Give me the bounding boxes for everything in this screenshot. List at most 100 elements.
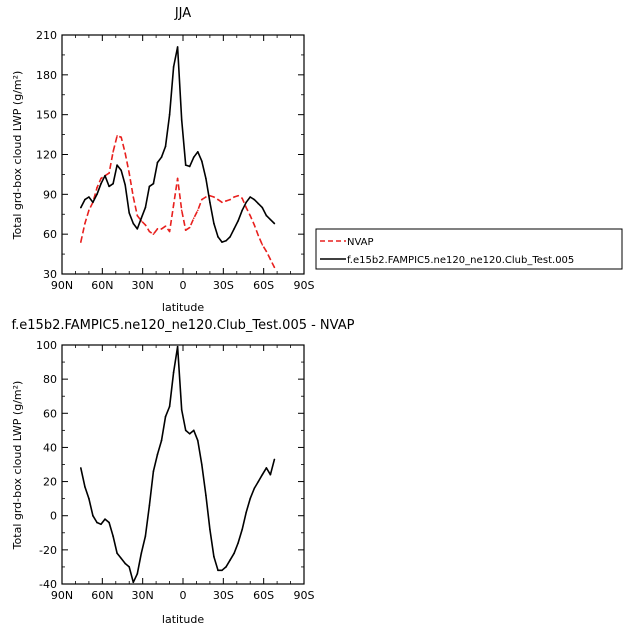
data-point xyxy=(241,528,243,531)
x-tick-label: 30N xyxy=(132,589,154,602)
legend: NVAP f.e15b2.FAMPIC5.ne120_ne120.Club_Te… xyxy=(315,228,623,270)
data-point xyxy=(192,156,195,158)
data-point xyxy=(273,458,276,461)
x-tick-label: 90S xyxy=(294,279,315,292)
data-point xyxy=(168,113,171,116)
data-point xyxy=(213,196,215,198)
data-point xyxy=(192,429,195,432)
data-point xyxy=(257,202,260,205)
data-point xyxy=(172,66,175,68)
data-point xyxy=(176,177,179,180)
data-point xyxy=(201,463,203,466)
data-point xyxy=(184,164,187,166)
data-point xyxy=(273,266,276,269)
data-point xyxy=(205,494,207,497)
series-line-f-e15b2-fampic5-ne120-ne120-club-test-005 xyxy=(80,46,275,243)
data-point xyxy=(116,164,118,166)
series-line-nvap xyxy=(80,135,276,268)
data-point xyxy=(233,196,235,198)
y-tick-label: -40 xyxy=(39,578,57,591)
data-point xyxy=(160,228,163,230)
data-point xyxy=(116,552,118,555)
data-point xyxy=(221,201,223,204)
y-tick-label: 120 xyxy=(36,149,57,162)
data-point xyxy=(209,201,211,204)
data-point xyxy=(245,511,247,514)
data-point xyxy=(108,521,110,524)
data-point xyxy=(104,174,106,177)
data-point xyxy=(217,236,219,238)
data-point xyxy=(132,222,135,225)
data-point xyxy=(84,198,86,201)
data-point xyxy=(233,228,235,230)
data-point xyxy=(205,177,207,180)
plot-frame xyxy=(61,34,305,275)
data-point xyxy=(265,467,268,469)
data-point xyxy=(140,217,143,220)
data-point xyxy=(100,523,102,526)
data-point xyxy=(221,569,223,572)
data-point xyxy=(225,566,227,568)
y-axis-label-bottom: Total grd-box cloud LWP (g/m²) xyxy=(11,381,24,551)
data-point xyxy=(164,225,167,227)
y-tick-label: 180 xyxy=(36,69,57,82)
data-point xyxy=(237,542,239,544)
data-point xyxy=(168,230,171,233)
data-point xyxy=(180,409,183,411)
x-tick-label: 60S xyxy=(253,279,274,292)
data-point xyxy=(132,196,135,198)
data-point xyxy=(180,209,183,212)
x-tick-label: 90N xyxy=(51,279,73,292)
y-tick-label: 80 xyxy=(43,373,57,386)
data-point xyxy=(257,480,260,483)
plot-bottom: 90N 60N 30N 0 30S 60S 90S -40 -20 0 20 40 60 80 100 xyxy=(36,339,315,602)
y-tick-label: 60 xyxy=(43,407,57,420)
data-point xyxy=(160,439,163,442)
plot-top: 90N 60N 30N 0 30S 60S 90S 30 60 90 120 150 180 210 xyxy=(36,29,315,292)
data-point xyxy=(100,182,102,185)
data-point xyxy=(164,145,167,148)
data-point xyxy=(136,572,139,575)
data-point xyxy=(124,562,126,565)
legend-box xyxy=(315,228,623,270)
data-point xyxy=(164,415,167,418)
data-point xyxy=(180,119,183,121)
data-point xyxy=(172,204,175,206)
data-point xyxy=(261,473,264,476)
data-point xyxy=(201,160,203,162)
data-point xyxy=(261,243,264,246)
data-point xyxy=(152,233,155,235)
data-point xyxy=(196,439,199,442)
x-tick-label: 0 xyxy=(180,589,187,602)
data-point xyxy=(116,135,118,137)
legend-label-nvap: NVAP xyxy=(347,237,374,248)
data-point xyxy=(124,184,126,186)
chart-title-top: JJA xyxy=(174,6,191,21)
data-point xyxy=(225,200,227,202)
data-point xyxy=(156,228,159,230)
data-point xyxy=(217,198,219,201)
x-tick-label: 60S xyxy=(253,589,274,602)
legend-label-model: f.e15b2.FAMPIC5.ne120_ne120.Club_Test.00… xyxy=(347,255,574,266)
data-point xyxy=(225,240,227,242)
data-point xyxy=(152,470,155,473)
data-point xyxy=(88,209,90,212)
data-point xyxy=(80,467,82,469)
x-tick-label: 0 xyxy=(180,279,187,292)
data-point xyxy=(249,214,252,217)
data-point xyxy=(273,222,276,225)
data-point xyxy=(188,432,191,435)
data-point xyxy=(96,521,98,524)
data-point xyxy=(160,156,163,158)
data-point xyxy=(120,169,122,172)
y-tick-label: 30 xyxy=(43,268,57,281)
y-tick-label: 90 xyxy=(43,188,57,201)
data-point xyxy=(156,453,159,456)
data-point xyxy=(88,497,90,500)
data-point xyxy=(205,196,207,198)
data-point xyxy=(196,209,199,212)
data-point xyxy=(152,182,155,185)
data-point xyxy=(196,151,199,153)
x-axis-label-top: latitude xyxy=(162,301,204,314)
data-point xyxy=(249,497,252,500)
